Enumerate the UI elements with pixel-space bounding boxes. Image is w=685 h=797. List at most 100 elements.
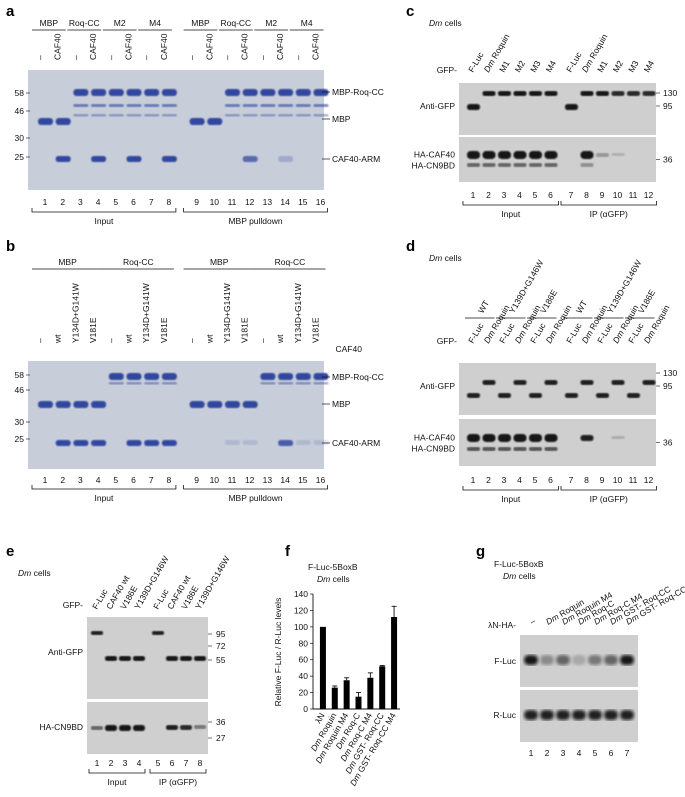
panel-c-blot-gfp — [459, 83, 656, 135]
panel-g-reporter: F-Luc-5BoxB — [494, 559, 544, 569]
panel-e-anti-gfp-label: Anti-GFP — [48, 647, 83, 657]
panel-a-band-minor — [260, 104, 276, 107]
panel-g-band-rluc — [572, 710, 586, 720]
panel-a-lane-label: CAF40 — [88, 33, 98, 60]
panel-a-band-mbp — [207, 118, 223, 125]
panel-b-letter: b — [6, 238, 15, 255]
panel-e-band-cn9bd — [91, 726, 103, 730]
panel-b-band-minor — [144, 382, 160, 385]
panel-e-input-bracket — [88, 769, 146, 774]
panel-c-band-gfp — [513, 91, 527, 96]
panel-a-band-caf — [278, 156, 294, 162]
panel-a-band-roq — [126, 89, 142, 96]
panel-a-band-minor — [242, 114, 258, 117]
panel-d-band-caf40 — [513, 434, 527, 442]
panel-a-lane-number: 3 — [78, 197, 83, 207]
panel-c-band-gfp — [580, 91, 594, 96]
panel-b-band-mbp — [207, 401, 223, 408]
panel-b-band-caf — [126, 440, 142, 446]
panel-d-band-fluc — [627, 393, 640, 398]
panel-b-band-mbp — [55, 401, 71, 408]
panel-d-lane-number: 4 — [517, 475, 522, 485]
panel-d-band-roquin — [580, 380, 594, 385]
panel-c-lane-number: 10 — [613, 190, 623, 200]
panel-e-ip-bracket — [149, 769, 207, 774]
panel-e-mw-label: 55 — [216, 655, 226, 665]
panel-f-y-tick-label: 60 — [299, 655, 309, 665]
panel-g-cells-label: Dm cells — [503, 571, 536, 581]
panel-a-lane-label: CAF40 — [124, 33, 134, 60]
panel-e-band-cn9bd — [180, 725, 192, 730]
panel-f-letter: f — [285, 543, 291, 560]
panel-c-lane-number: 5 — [533, 190, 538, 200]
panel-b-band-caf — [313, 440, 329, 445]
panel-d-band-cn9bd — [467, 447, 480, 451]
panel-g-lane-label: – — [528, 616, 537, 627]
panel-a-band-minor — [161, 114, 177, 117]
panel-a-band-minor — [91, 114, 107, 117]
panel-d-mw-label: 36 — [663, 438, 673, 448]
panel-d-group-label: WT — [574, 299, 589, 315]
panel-d-band-cn9bd — [482, 447, 496, 451]
panel-d-band-fluc — [498, 393, 511, 398]
panel-a-band-minor — [225, 104, 240, 107]
panel-a-lane-label: – — [187, 55, 197, 60]
panel-a-letter: a — [6, 3, 15, 20]
panel-c-lane-number: 12 — [644, 190, 654, 200]
panel-e-band-caf40 — [166, 656, 178, 661]
panel-a-lane-label: – — [222, 55, 232, 60]
panel-b-lane-number: 15 — [298, 475, 308, 485]
panel-g-band-fluc — [572, 655, 586, 665]
panel-b-lane-label: – — [257, 338, 267, 343]
panel-e-lane-number: 7 — [184, 758, 189, 768]
panel-d-band-roquin — [513, 380, 527, 385]
panel-d-band-caf40 — [467, 434, 480, 442]
panel-a-lane-label: CAF40 — [240, 33, 250, 60]
panel-e-lane-number: 8 — [198, 758, 203, 768]
panel-d-band-fluc — [529, 393, 542, 398]
panel-d-anti-gfp-label: Anti-GFP — [420, 381, 455, 391]
panel-b-lane-label: wt — [275, 334, 285, 344]
panel-e-band-caf40 — [194, 656, 206, 661]
panel-e-band-caf40 — [105, 656, 117, 661]
panel-f-y-tick-label: 0 — [303, 704, 308, 714]
panel-f-y-axis-title: Relative F-Luc / R-Luc levels — [273, 598, 283, 707]
panel-b-lane-number: 6 — [131, 475, 136, 485]
panel-a-gel — [28, 70, 324, 190]
panel-e-lane-number: 2 — [109, 758, 114, 768]
panel-b-input-bracket — [31, 485, 177, 490]
panel-c-lane-number: 9 — [600, 190, 605, 200]
panel-a-lane-label: – — [35, 55, 45, 60]
panel-e-lane-number: 6 — [170, 758, 175, 768]
panel-f-y-tick-label: 20 — [299, 688, 309, 698]
panel-e-band-cn9bd — [119, 725, 131, 731]
panel-c-gfp-prefix: GFP- — [437, 65, 457, 75]
panel-c-band-caf40 — [529, 151, 542, 159]
panel-b-lane-label: V181E — [159, 317, 169, 343]
panel-g-band-fluc — [604, 655, 618, 665]
panel-a-lane-label: – — [70, 55, 80, 60]
panel-a-lane-number: 7 — [149, 197, 154, 207]
panel-f-bar — [355, 696, 362, 709]
panel-c-lane-label: M1 — [497, 59, 512, 74]
panel-c-band-cn9bd — [529, 163, 542, 167]
panel-e-mw-label: 36 — [216, 717, 226, 727]
panel-a-lane-label: CAF40 — [275, 33, 285, 60]
panel-c-ha-cn9bd-label: HA-CN9BD — [412, 161, 455, 171]
panel-a-lane-number: 4 — [96, 197, 101, 207]
panel-d-band-roquin — [482, 380, 496, 385]
panel-a-band-mbp — [55, 118, 71, 125]
panel-e-section-input: Input — [108, 777, 128, 787]
panel-f-bar — [331, 687, 338, 709]
panel-d-lane-number: 5 — [533, 475, 538, 485]
panel-b-lane-number: 9 — [194, 475, 199, 485]
panel-a-lane-label: CAF40 — [53, 33, 63, 60]
panel-d-band-cn9bd — [529, 447, 542, 451]
panel-b-band-minor — [295, 382, 311, 385]
panel-d-ip-bracket — [560, 486, 657, 491]
panel-c-band-cn9bd — [580, 163, 594, 167]
panel-d-mw-label: 95 — [663, 381, 673, 391]
panel-b-lane-number: 16 — [316, 475, 326, 485]
panel-c-band-gfp — [529, 91, 542, 96]
